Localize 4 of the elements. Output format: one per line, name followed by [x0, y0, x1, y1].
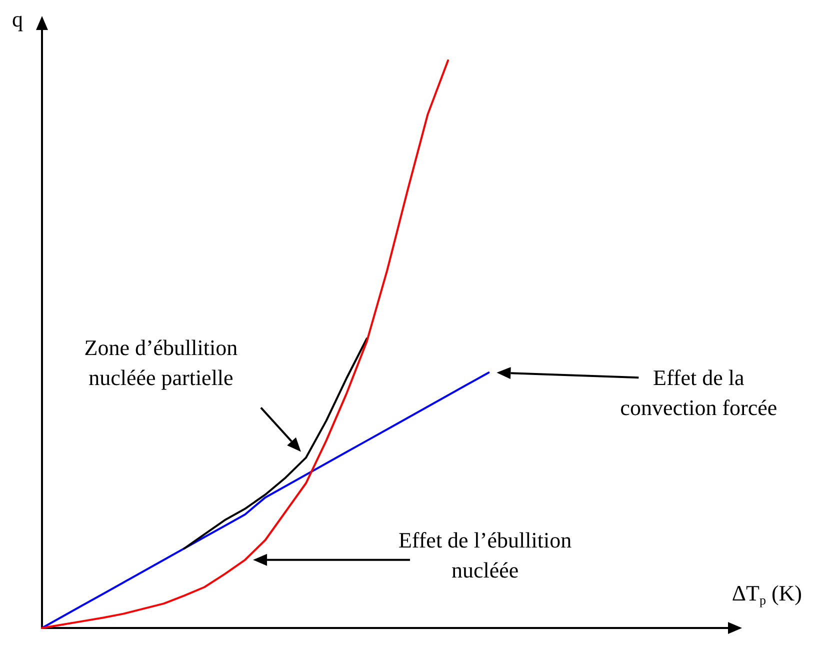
annotation: Effet de l’ébullition nucléée	[398, 527, 572, 582]
annotation: Effet de la convection forcée	[620, 365, 778, 420]
y-axis-title: q	[12, 6, 23, 32]
annotation: Zone d’ébullition nucléée partielle	[84, 335, 238, 390]
